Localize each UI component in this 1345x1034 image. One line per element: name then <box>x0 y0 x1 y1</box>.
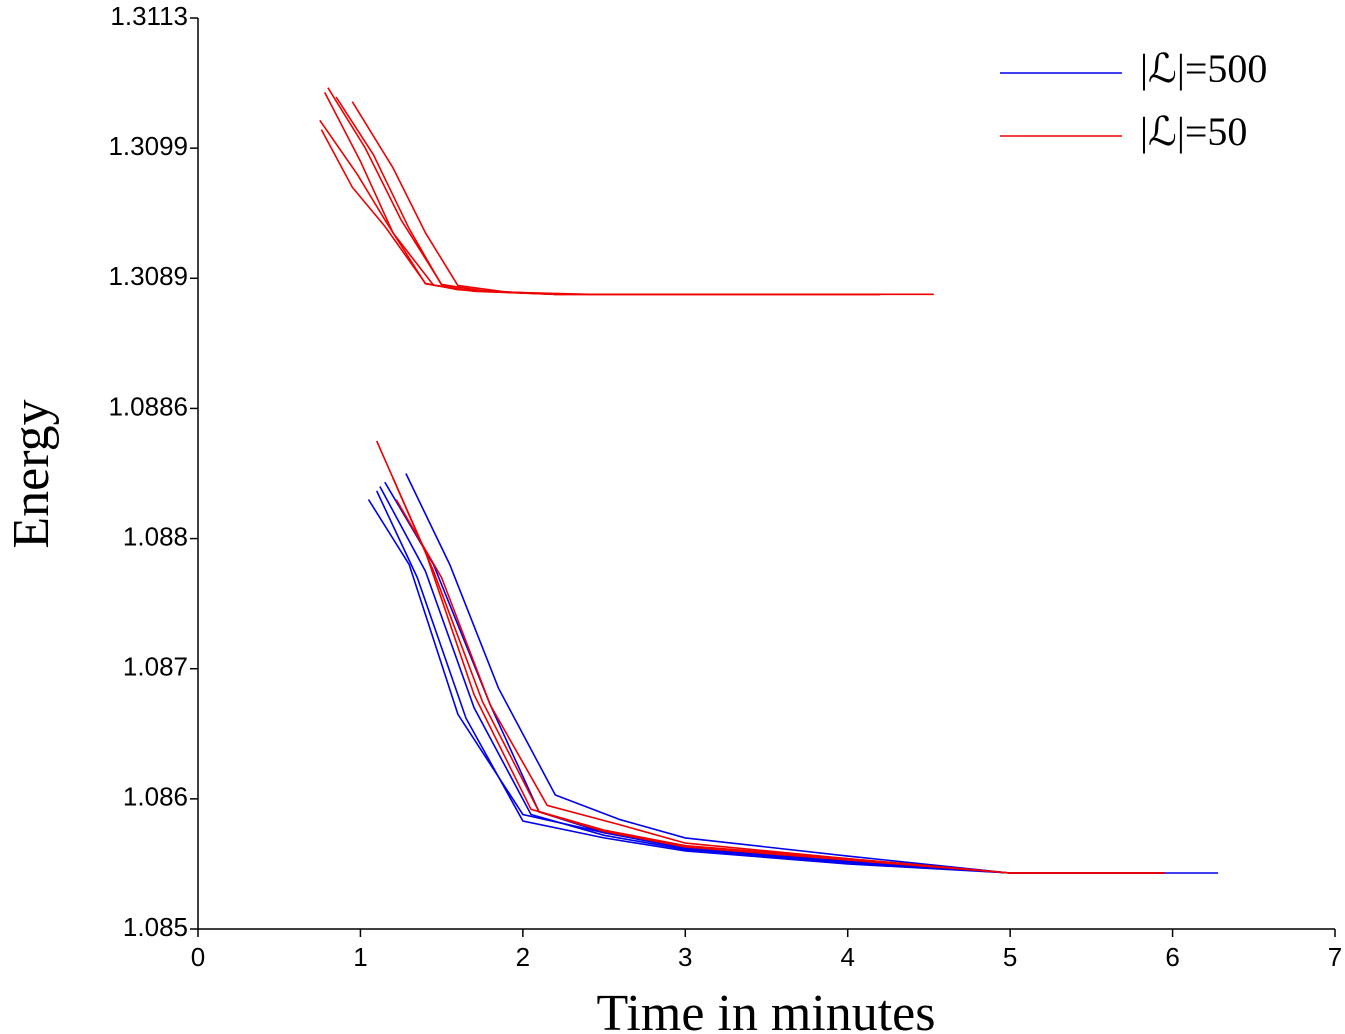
legend-label: |ℒ|=50 <box>1140 109 1247 154</box>
series-line <box>320 129 881 296</box>
y-tick-label: 1.0886 <box>108 391 188 421</box>
y-tick-label: 1.3089 <box>108 261 188 291</box>
series-line <box>395 499 1165 874</box>
x-tick-label: 7 <box>1328 942 1342 972</box>
y-tick-label: 1.086 <box>123 782 188 812</box>
x-tick-label: 0 <box>191 942 205 972</box>
series-line <box>384 481 1165 874</box>
series-line <box>367 499 1219 874</box>
series-line <box>392 477 1165 874</box>
y-tick-label: 1.088 <box>123 521 188 551</box>
y-tick-label: 1.3099 <box>108 131 188 161</box>
series-line <box>319 119 881 296</box>
x-tick-label: 6 <box>1165 942 1179 972</box>
x-tick-label: 2 <box>516 942 530 972</box>
x-tick-label: 1 <box>353 942 367 972</box>
y-tick-label: 1.087 <box>123 652 188 682</box>
x-tick-label: 5 <box>1003 942 1017 972</box>
series-line <box>375 440 1165 874</box>
series-line <box>375 490 1165 874</box>
x-axis-label: Time in minutes <box>596 985 935 1034</box>
series-line <box>351 101 934 296</box>
x-tick-label: 3 <box>678 942 692 972</box>
series-line <box>405 473 1165 874</box>
y-tick-label: 1.3113 <box>110 1 188 31</box>
series-line <box>323 92 881 296</box>
x-tick-label: 4 <box>840 942 854 972</box>
legend-label: |ℒ|=500 <box>1140 46 1267 91</box>
y-axis-label: Energy <box>3 399 60 548</box>
series-line <box>379 486 1165 874</box>
y-tick-label: 1.085 <box>123 912 188 942</box>
